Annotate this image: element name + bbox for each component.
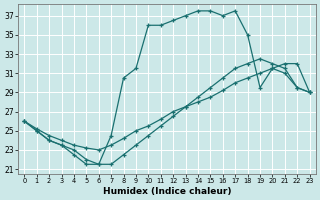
X-axis label: Humidex (Indice chaleur): Humidex (Indice chaleur) [103,187,231,196]
